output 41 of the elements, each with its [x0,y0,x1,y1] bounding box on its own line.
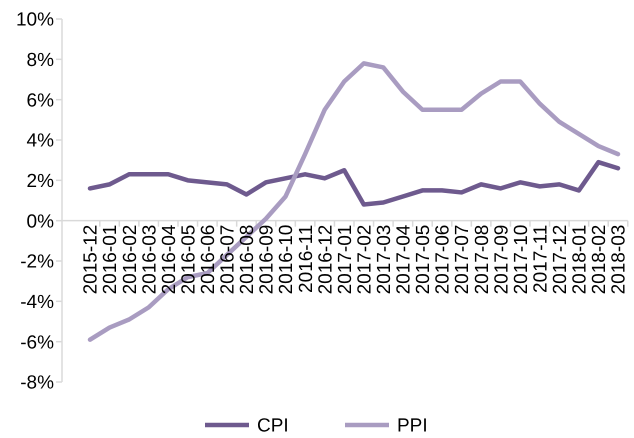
y-tick-label: -8% [20,372,54,394]
x-tick-label: 2017-11 [530,224,552,293]
y-tick-label: 2% [26,170,54,192]
y-tick-label: 6% [26,90,54,112]
x-tick-label: 2017-07 [452,224,474,294]
x-tick-label: 2016-04 [158,224,180,294]
x-tick-label: 2017-03 [374,224,395,294]
x-tick-label: 2017-09 [491,224,512,294]
x-tick-label: 2016-03 [139,224,160,294]
legend-label: PPI [397,416,428,437]
x-tick-label: 2016-05 [178,224,200,294]
x-tick-label: 2016-08 [237,224,258,294]
y-tick-label: 10% [16,10,54,31]
x-tick-label: 2018-01 [570,224,591,294]
x-tick-label: 2016-09 [256,224,278,294]
x-tick-label: 2016-11 [296,224,317,293]
x-tick-label: 2017-01 [334,224,356,294]
y-tick-label: 4% [26,130,54,152]
line-series [88,160,620,207]
x-tick-label: 2016-02 [120,224,141,294]
x-tick-label: 2017-05 [413,224,434,294]
x-tick-label: 2016-10 [276,224,298,294]
x-tick-label: 2017-08 [472,224,493,294]
x-tick-label: 2017-04 [394,224,415,294]
y-tick-label: -6% [20,332,54,354]
y-tick-label: -2% [20,252,54,273]
x-tick-label: 2018-02 [589,224,610,294]
x-tick-label: 2017-12 [550,224,571,294]
x-tick-label: 2017-10 [510,224,532,294]
x-tick-label: 2018-03 [608,224,630,294]
y-tick-label: 8% [26,50,54,71]
x-tick-label: 2017-06 [432,224,454,294]
legend-label: CPI [257,416,289,437]
y-tick-label: -4% [20,292,54,313]
y-tick-label: 0% [26,211,54,232]
x-tick-label: 2016-07 [218,224,239,294]
x-tick-label: 2015-12 [80,224,102,294]
x-tick-label: 2016-01 [100,224,122,294]
x-tick-label: 2017-02 [354,224,376,294]
x-tick-label: 2016-06 [198,224,219,294]
x-tick-label: 2016-12 [315,224,336,294]
